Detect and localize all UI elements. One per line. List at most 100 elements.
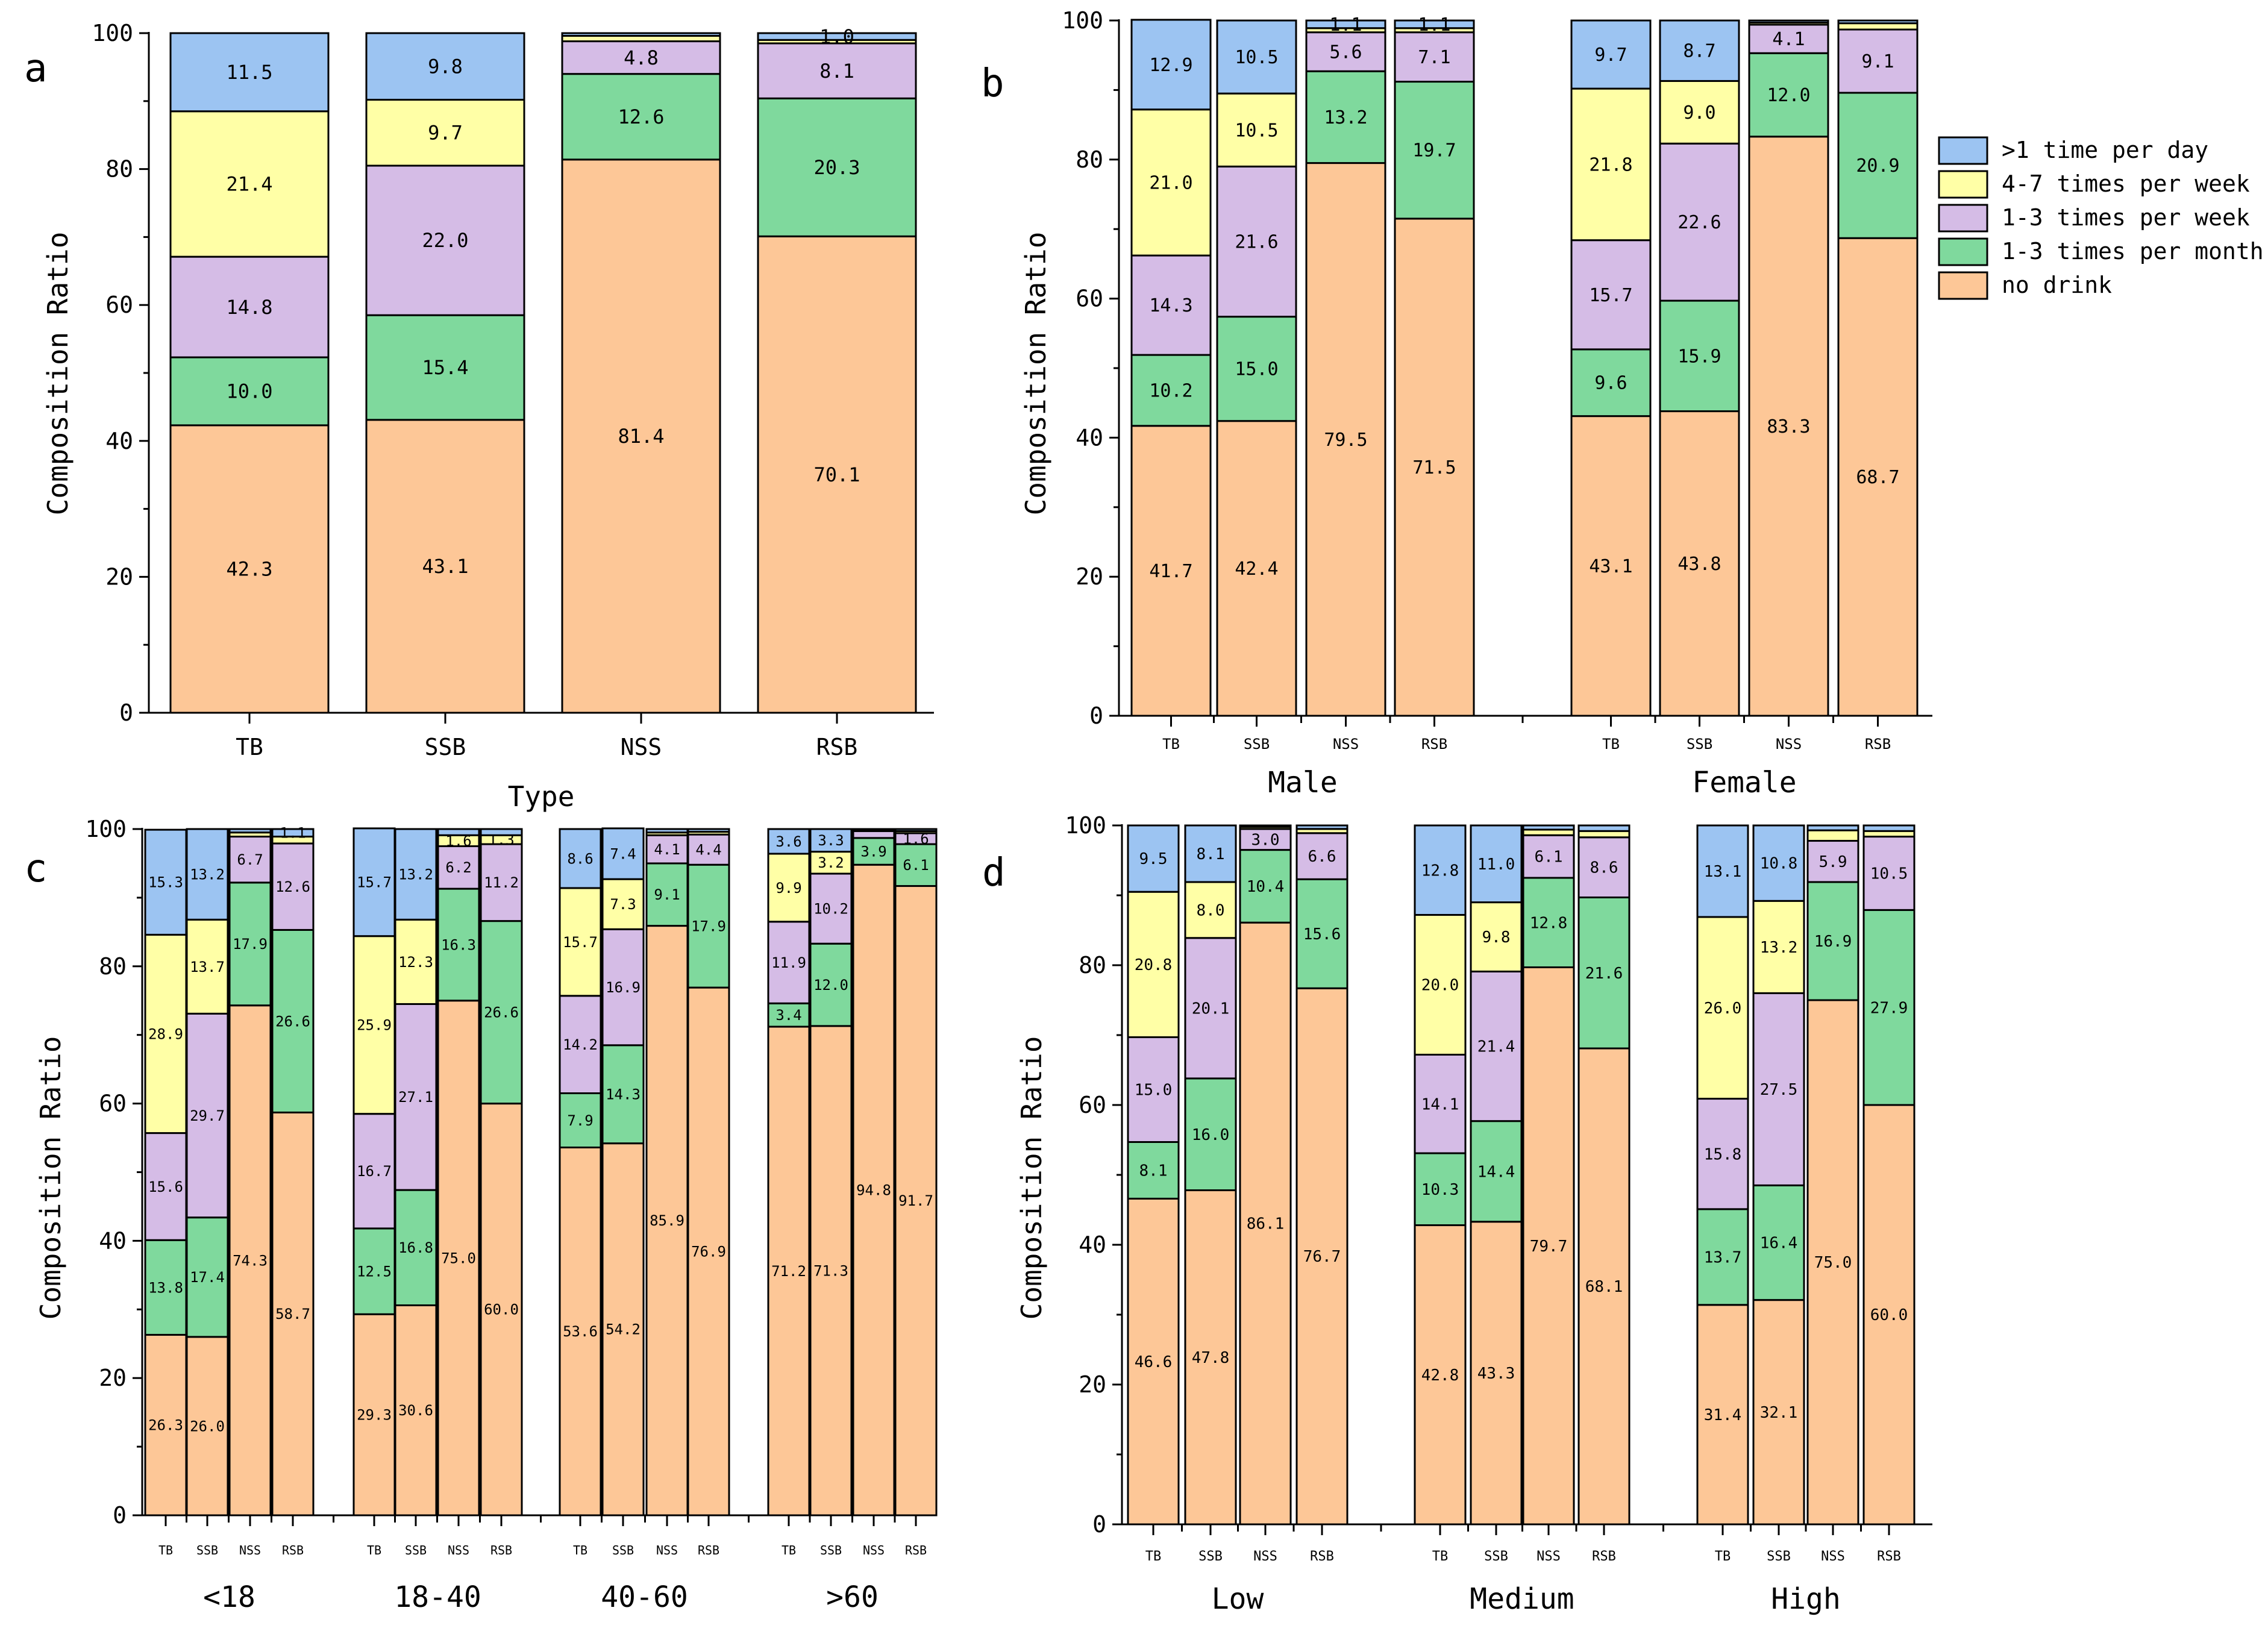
bar-segment [645,828,689,834]
x-tick-label: TB [782,1543,796,1557]
data-label: 6.1 [903,857,929,874]
x-tick-label: SSB [612,1543,634,1557]
data-label: 3.2 [818,854,844,871]
data-label: 8.7 [1683,41,1715,62]
data-label: 16.3 [441,936,476,953]
data-label: 13.2 [1760,939,1798,957]
bar-segment [1570,87,1652,242]
y-tick-label: 0 [113,1502,127,1529]
legend-label: 1-3 times per month [2002,238,2264,264]
data-label: 28.9 [148,1025,183,1042]
x-tick-label: SSB [1687,736,1712,753]
bar-segment [561,40,721,75]
x-tick-label: TB [158,1543,173,1557]
data-label: 71.5 [1412,457,1456,478]
data-label: 4.1 [654,841,680,858]
bar-segment [1216,316,1297,422]
data-label: 79.5 [1324,430,1367,451]
bar-segment [757,32,917,41]
data-label: 74.3 [233,1252,268,1269]
y-axis-label: Composition Ratio [42,232,74,516]
data-label: 25.9 [357,1017,392,1034]
bar-segment [1696,1098,1749,1210]
data-label: 16.4 [1760,1235,1798,1253]
data-label: 19.7 [1412,140,1456,161]
data-label: 5.9 [1819,853,1847,871]
bar-segment [852,830,895,839]
legend: >1 time per day 4-7 times per week 1-3 tim… [1938,136,2264,300]
bar-segment [1305,162,1386,717]
bar-segment [352,935,396,1115]
bar-segment [561,73,721,161]
bar-segment [1394,19,1475,30]
legend-label: no drink [2002,272,2112,298]
data-label: 14.1 [1421,1095,1459,1113]
bar-segment [1752,824,1805,902]
y-tick-label: 100 [85,816,127,842]
bar-segment [1659,19,1740,82]
data-label: 12.8 [1421,862,1459,880]
data-label: 9.8 [1482,928,1511,947]
data-label: 60.0 [484,1301,519,1318]
bar-segment [437,1000,480,1516]
y-axis-label: Composition Ratio [1020,232,1052,516]
data-label: 7.1 [1418,47,1450,68]
bar-segment [1577,824,1631,832]
data-label: 12.9 [1149,55,1192,76]
data-label: 9.1 [1861,51,1894,72]
data-label: 13.8 [148,1279,183,1296]
data-label: 8.6 [567,850,593,867]
data-label: 14.3 [1149,295,1192,316]
data-label: 9.9 [775,880,801,897]
data-label: 15.7 [357,874,392,891]
data-label: 6.1 [1535,848,1563,866]
y-tick-label: 60 [1076,286,1103,312]
bar-segment [1184,824,1237,883]
data-label: 10.5 [1870,865,1908,883]
data-label: 85.9 [650,1212,684,1229]
bar-segment [186,828,229,921]
bar-segment [601,1044,645,1145]
data-label: 6.2 [445,859,471,876]
data-label: 21.6 [1585,965,1623,983]
data-label: 5.6 [1329,42,1362,63]
bar-segment [365,314,525,421]
y-tick-label: 60 [105,292,133,318]
data-label: 3.3 [818,832,844,849]
data-label: 75.0 [1814,1254,1852,1272]
data-label: 71.2 [771,1263,806,1280]
bar-segment [809,828,853,853]
bar-segment [1570,19,1652,90]
data-label: 10.5 [1235,47,1278,68]
bar-segment [1414,1053,1467,1154]
x-tick-label: RSB [1421,736,1447,753]
data-label: 1.1 [1329,14,1362,36]
data-label: 26.3 [148,1417,183,1434]
data-label: 43.8 [1678,554,1721,575]
data-label: 15.7 [563,934,598,951]
y-tick-label: 0 [1092,1511,1106,1538]
x-tick-label: TB [367,1543,381,1557]
bar-segment [1577,896,1631,1050]
bar-segment [1130,254,1212,356]
data-label: 14.8 [226,296,272,319]
bar-segment [559,887,602,997]
x-tick-label: SSB [196,1543,218,1557]
data-label: 27.9 [1870,999,1908,1017]
data-label: 11.2 [484,874,519,891]
y-tick-label: 0 [1089,703,1103,729]
bar-segment [601,827,645,880]
x-tick-label: NSS [1537,1549,1561,1564]
bar-segment [1577,836,1631,898]
data-label: 43.1 [1589,556,1632,577]
bar-segment [809,1025,853,1516]
x-axis-label: Type [508,780,575,813]
bar-segment [601,878,645,930]
bar-segment [757,97,917,237]
bar-segment [1748,23,1829,54]
x-tick-label: SSB [1244,736,1270,753]
data-label: 6.6 [1308,848,1336,866]
data-label: 15.9 [1678,346,1721,367]
data-label: 16.8 [398,1239,433,1256]
data-label: 11.5 [226,61,272,84]
